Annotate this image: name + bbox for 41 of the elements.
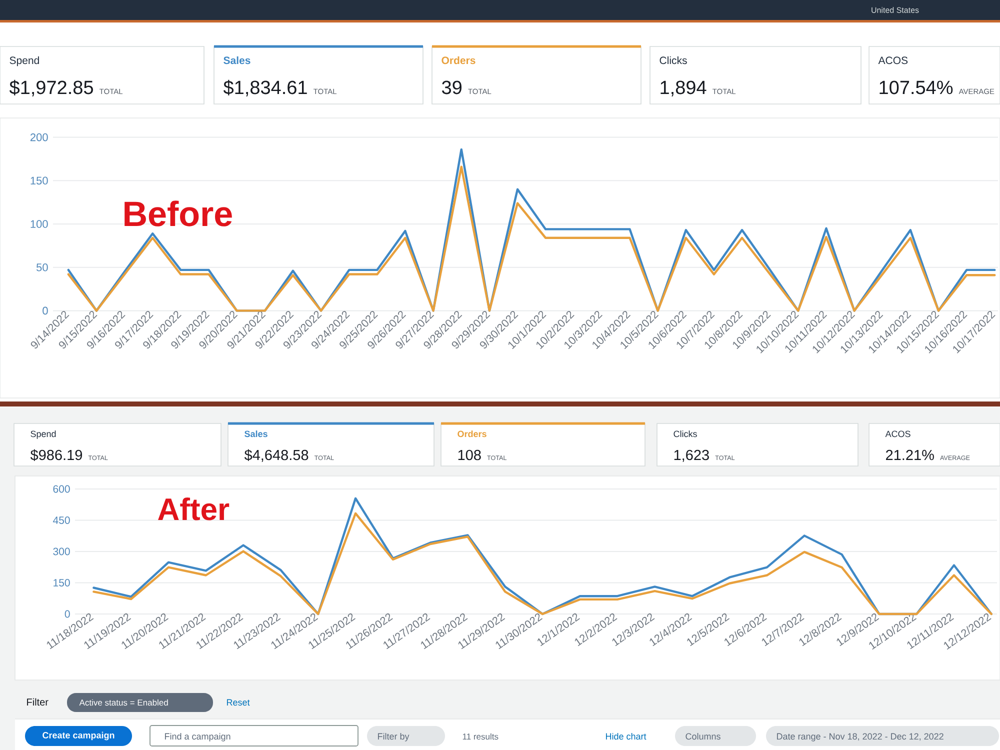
text: ACOS [878, 56, 908, 64]
text: Orders [458, 430, 486, 438]
y-tick-label: 450 [53, 516, 70, 524]
y-tick-label: 150 [30, 176, 48, 185]
text: Sales [244, 430, 268, 438]
text: Sales [224, 56, 250, 64]
text: Create campaign [42, 732, 114, 740]
text: Reset [227, 699, 250, 706]
text: Columns [686, 732, 720, 740]
text: Filter [27, 698, 48, 706]
y-tick-label: 300 [53, 548, 70, 556]
y-tick-label: 50 [36, 263, 48, 272]
chart-title: After [158, 498, 230, 520]
text: ACOS [885, 430, 910, 438]
text: Find a campaign [165, 732, 230, 742]
text: Spend [30, 430, 56, 439]
text: $1,834.61 [223, 80, 307, 96]
text: $1,972.85 [9, 80, 93, 96]
text: 107.54% [880, 80, 953, 94]
text: 39 [442, 80, 462, 94]
text: Filter by [378, 732, 410, 742]
text: $4,648.58 [244, 449, 308, 462]
text: 108 [458, 450, 481, 460]
y-tick-label: 100 [30, 220, 48, 228]
y-tick-label: 200 [30, 133, 48, 142]
text: Before [124, 200, 232, 226]
text: Clicks [660, 56, 687, 64]
text: Date range - Nov 18, 2022 - Dec 12, 2022 [777, 733, 944, 742]
text: 1,623 [674, 450, 709, 462]
y-tick-label: 600 [53, 485, 70, 493]
text: 21.21% [886, 450, 934, 460]
text: Active status = Enabled [79, 699, 168, 706]
text: 11 results [462, 733, 498, 740]
text: Clicks [674, 430, 697, 438]
text: United States [872, 7, 919, 13]
text: Spend [10, 56, 39, 66]
text: Orders [442, 56, 476, 64]
text: Hide chart [606, 732, 646, 740]
text: $986.19 [30, 449, 82, 462]
text: 1,894 [660, 80, 706, 96]
y-tick-label: 150 [54, 579, 70, 586]
